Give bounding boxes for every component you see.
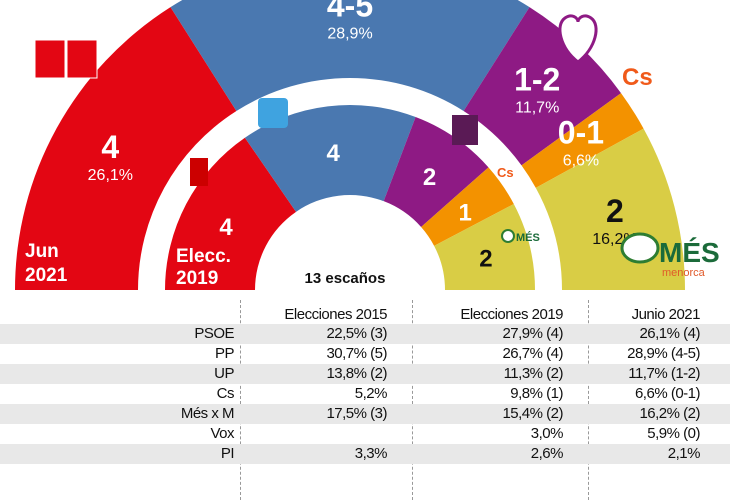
- seat-label: 2: [479, 245, 492, 272]
- results-table: Elecciones 2015 Elecciones 2019 Junio 20…: [0, 300, 730, 464]
- seat-label: 2: [423, 164, 436, 191]
- pct-label: 28,9%: [327, 26, 372, 43]
- result-cell: 22,5% (3): [326, 325, 387, 342]
- table-header: Elecciones 2015 Elecciones 2019 Junio 20…: [0, 302, 730, 326]
- header-2021: Junio 2021: [631, 306, 701, 323]
- hemicycle-chart: 426,1%4-528,9%1-211,7%0-16,6%216,2%44212…: [15, 0, 720, 290]
- pct-label: 26,1%: [88, 167, 133, 184]
- table-row: Vox 3,0% 5,9% (0): [0, 424, 730, 444]
- table-row: Cs 5,2% 9,8% (1) 6,6% (0-1): [0, 384, 730, 404]
- result-cell: 13,8% (2): [326, 365, 387, 382]
- segment-0-psoe: [15, 7, 237, 290]
- mes-logo: MÉS menorca: [620, 232, 720, 279]
- party-name: PI: [220, 445, 235, 462]
- header-2019: Elecciones 2019: [460, 306, 563, 323]
- seat-label: 1-2: [514, 62, 560, 98]
- result-cell: 28,9% (4-5): [627, 345, 700, 362]
- pp-logo: [258, 98, 288, 128]
- result-cell: 26,1% (4): [639, 325, 700, 342]
- segment-1-psoe: [165, 137, 297, 290]
- segment-1-pp: [244, 105, 416, 212]
- cs-logo-small: Cs: [497, 165, 514, 180]
- party-name: Cs: [216, 385, 235, 402]
- ring-label-jun-2021-2: 2021: [25, 265, 68, 286]
- psoe-logo-small: [190, 158, 208, 186]
- pct-label: 11,7%: [515, 100, 559, 117]
- cs-logo: Cs: [622, 64, 653, 91]
- party-name: PP: [214, 345, 235, 362]
- result-cell: 26,7% (4): [502, 345, 563, 362]
- party-name: Vox: [210, 425, 234, 442]
- table-row: PSOE 22,5% (3) 27,9% (4) 26,1% (4): [0, 324, 730, 344]
- result-cell: 30,7% (5): [326, 345, 387, 362]
- result-cell: 3,3%: [354, 445, 388, 462]
- seat-label: 0-1: [558, 114, 604, 150]
- seat-label: 4-5: [327, 0, 373, 24]
- seat-label: 2: [606, 193, 624, 229]
- segment-1-cs: [421, 167, 514, 246]
- result-cell: 17,5% (3): [326, 405, 387, 422]
- total-seats-label: 13 escaños: [305, 270, 386, 287]
- party-name: PSOE: [194, 325, 234, 342]
- column-divider: [240, 300, 241, 500]
- header-2015: Elecciones 2015: [284, 306, 387, 323]
- heart-logo: [558, 14, 598, 64]
- party-name: UP: [214, 365, 234, 382]
- result-cell: 2,6%: [530, 445, 564, 462]
- segment-0-pp: [170, 0, 530, 112]
- ring-label-2019-1: Elecc.: [176, 246, 231, 267]
- seat-label: 4: [101, 129, 119, 165]
- result-cell: 3,0%: [530, 425, 564, 442]
- result-cell: 27,9% (4): [502, 325, 563, 342]
- table-row: UP 13,8% (2) 11,3% (2) 11,7% (1-2): [0, 364, 730, 384]
- seat-label: 1: [459, 199, 472, 226]
- segment-1-m-s-x-m: [434, 204, 535, 290]
- table-row: PP 30,7% (5) 26,7% (4) 28,9% (4-5): [0, 344, 730, 364]
- result-cell: 15,4% (2): [502, 405, 563, 422]
- svg-text:menorca: menorca: [662, 267, 706, 279]
- seat-label: 4: [326, 140, 340, 167]
- table-row: Més x M 17,5% (3) 15,4% (2) 16,2% (2): [0, 404, 730, 424]
- svg-text:MÉS: MÉS: [516, 231, 540, 244]
- segment-0-cs: [521, 93, 644, 188]
- svg-text:MÉS: MÉS: [659, 237, 720, 268]
- result-cell: 11,7% (1-2): [628, 365, 700, 382]
- column-divider: [412, 300, 413, 500]
- table-row: PI 3,3% 2,6% 2,1%: [0, 444, 730, 464]
- result-cell: 9,8% (1): [510, 385, 563, 402]
- party-name: Més x M: [180, 405, 235, 422]
- result-cell: 5,9% (0): [647, 425, 700, 442]
- result-cell: 5,2%: [354, 385, 388, 402]
- ring-label-2019-2: 2019: [176, 268, 218, 289]
- result-cell: 2,1%: [667, 445, 701, 462]
- result-cell: 16,2% (2): [639, 405, 700, 422]
- column-divider: [588, 300, 589, 500]
- segment-0-up: [463, 7, 622, 166]
- seat-label: 4: [219, 214, 233, 241]
- podemos-logo: [452, 115, 478, 145]
- pct-label: 6,6%: [563, 152, 599, 169]
- psoe-logo: [34, 39, 98, 79]
- mes-logo-small: MÉS: [501, 229, 540, 244]
- result-cell: 11,3% (2): [503, 365, 564, 382]
- ring-label-jun-2021-1: Jun: [25, 241, 59, 262]
- result-cell: 6,6% (0-1): [634, 385, 701, 402]
